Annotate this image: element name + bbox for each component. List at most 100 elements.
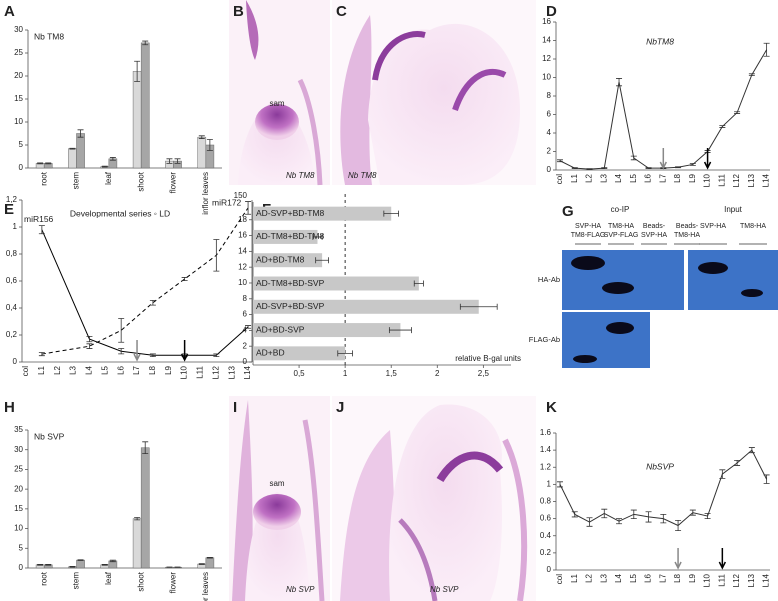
category-label: AD-TM8+BD-TM8 [256,231,325,241]
y-tick-label: 0 [13,357,18,366]
error-bar [86,343,93,349]
y-tick-label: 14 [542,36,551,45]
error-bar [704,513,711,520]
y2-tick-label: 12 [238,262,247,271]
error-bar [557,481,563,488]
x-tick-label: root [39,171,48,186]
y-tick-label: 0.4 [540,531,552,540]
error-bar [118,348,125,355]
y-tick-label: 0,4 [6,303,18,312]
x-tick-label: 1,5 [386,369,398,378]
error-bar [413,280,424,287]
x-tick-label: L9 [688,573,697,582]
y-tick-label: 1,2 [6,195,18,204]
error-bar [645,511,652,523]
error-bar [586,168,593,170]
x-tick-label: L9 [688,173,697,182]
y2-tick-label: 6 [243,310,248,319]
x-tick-label: L6 [116,365,125,374]
error-bar [675,519,682,532]
image-caption: Nb SVP [286,585,315,594]
error-bar [571,167,578,170]
error-bar [734,111,741,114]
y-tick-label: 0 [547,565,552,574]
lane-label: SVP-FLAG [604,232,639,239]
error-bar [142,441,149,455]
x-tick-label: L6 [644,573,653,582]
series-label: miR172 [212,197,242,207]
row-label: HA-Ab [538,275,560,284]
y-tick-label: 0,2 [6,330,18,339]
blot [562,250,778,368]
x-tick-label: L14 [243,365,252,379]
x-tick-label: L10 [703,173,712,187]
error-bar [37,162,44,165]
error-bar [69,147,76,150]
y2-tick-label: 8 [243,294,248,303]
panel-label: G [562,203,574,220]
y-tick-label: 1.4 [540,445,552,454]
bar [253,299,479,314]
image-caption: Nb TM8 [286,171,315,180]
bar [253,323,401,338]
panel-label: J [336,399,344,416]
x-tick-label: L14 [762,573,771,587]
x-tick-label: L5 [100,365,109,374]
y-tick-label: 1.2 [540,462,552,471]
y-tick-label: 8 [547,91,552,100]
arrow [180,340,189,362]
lane-label: SVP-HA [700,223,726,230]
error-bar [601,167,608,170]
error-bar [101,165,108,168]
micrograph-i [229,396,330,601]
arrow [674,548,682,570]
error-bar [245,201,252,215]
bar [253,346,346,361]
y-tick-label: 1 [13,222,18,231]
x-tick-label: L3 [599,573,608,582]
y-tick-label: 6 [547,110,552,119]
image-caption: sam [269,99,284,108]
series-line [41,229,249,356]
panel-label: I [233,399,237,416]
bar [205,557,215,569]
category-label: AD+BD-SVP [256,324,305,334]
bar [253,253,323,268]
image-caption: Nb TM8 [348,171,377,180]
y-tick-label: 20 [14,71,23,80]
error-bar [198,563,205,565]
bar [132,518,142,569]
y2-tick-label: 18 [238,215,247,224]
y-tick-label: 30 [14,445,23,454]
lane-label: SVP-HA [575,223,601,230]
panel-label: K [546,399,557,416]
x-tick-label: L11 [717,573,726,586]
y-tick-label: 25 [14,48,23,57]
category-label: AD-SVP+BD-TM8 [256,208,325,218]
error-bar [645,167,652,170]
x-tick-label: inflor leaves [201,572,210,601]
error-bar [616,78,623,87]
x-tick-label: L12 [732,173,741,187]
x-tick-label: L9 [164,365,173,374]
y-tick-label: 0,8 [6,249,18,258]
x-tick-label: L8 [673,573,682,582]
y-tick-label: 12 [542,54,551,63]
category-label: AD-TM8+BD-SVP [256,278,325,288]
x-tick-label: L2 [585,573,594,582]
error-bar [557,159,563,163]
x-axis-label: relative B-gal units [455,354,521,363]
error-bar [763,42,770,57]
error-bar [213,353,220,357]
x-tick-label: col [555,174,564,184]
x-tick-label: L8 [673,173,682,182]
category-label: AD-SVP+BD-SVP [256,301,325,311]
x-tick-label: L14 [762,173,771,187]
y-tick-label: 20 [14,484,23,493]
error-bar [312,233,323,240]
error-bar [734,460,741,466]
y-tick-label: 5 [19,543,24,552]
bar [140,447,150,569]
